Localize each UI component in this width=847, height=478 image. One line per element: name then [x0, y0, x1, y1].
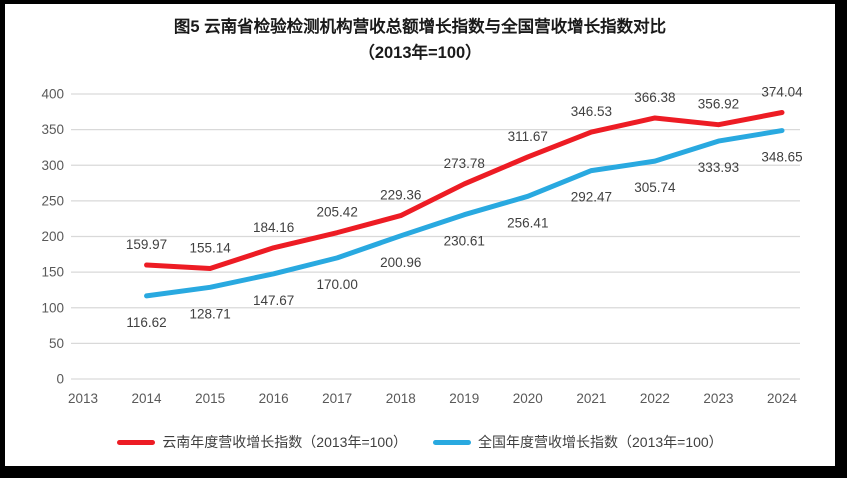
- chart-title-line1: 图5 云南省检验检测机构营收总额增长指数与全国营收增长指数对比: [173, 18, 667, 36]
- legend-swatch-yunnan-icon: [117, 439, 156, 445]
- chart-frame: 图5 云南省检验检测机构营收总额增长指数与全国营收增长指数对比 （2013年=1…: [5, 4, 835, 466]
- chart-title-line2: （2013年=100）: [358, 43, 482, 62]
- chart-title: 图5 云南省检验检测机构营收总额增长指数与全国营收增长指数对比 （2013年=1…: [5, 15, 835, 66]
- legend-label-national: 全国年度营收增长指数（2013年=100）: [478, 434, 723, 450]
- legend-label-yunnan: 云南年度营收增长指数（2013年=100）: [162, 434, 407, 450]
- legend-swatch-national-icon: [433, 439, 471, 445]
- legend-item-national: 全国年度营收增长指数（2013年=100）: [433, 432, 723, 452]
- legend-item-yunnan: 云南年度营收增长指数（2013年=100）: [117, 432, 407, 452]
- legend: 云南年度营收增长指数（2013年=100） 全国年度营收增长指数（2013年=1…: [5, 432, 835, 452]
